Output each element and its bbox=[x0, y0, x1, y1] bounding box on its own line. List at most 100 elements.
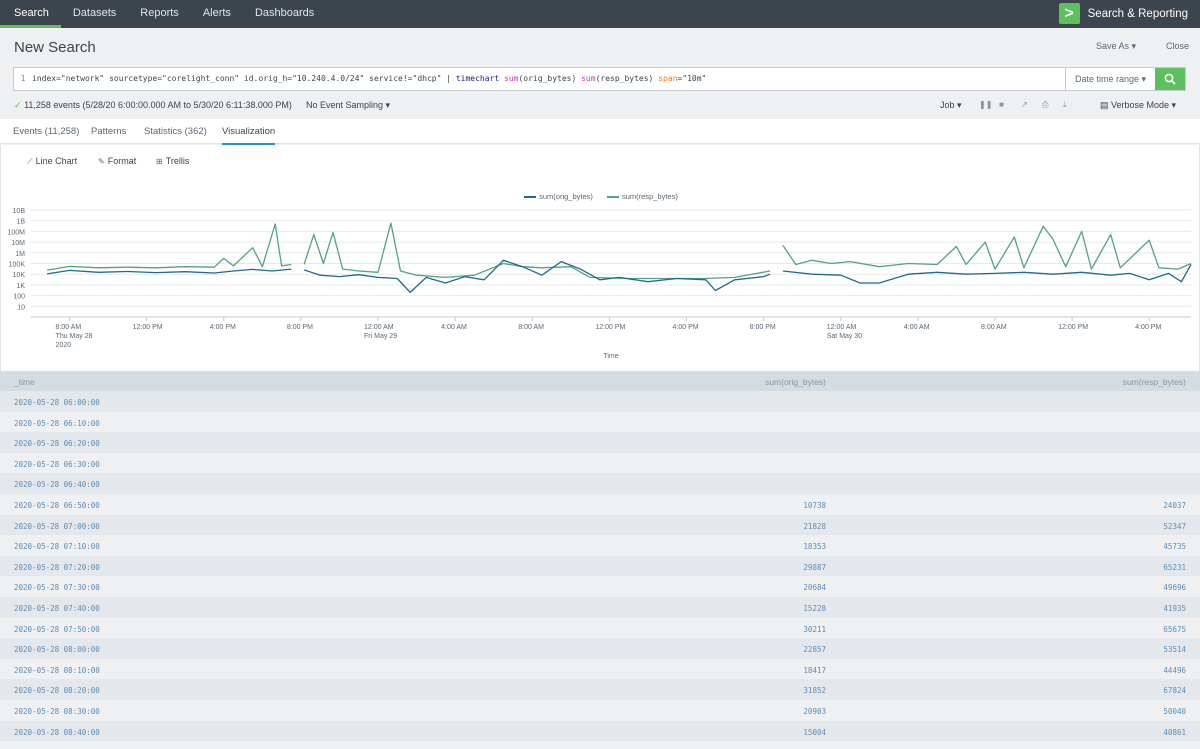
table-row[interactable]: 2020-05-28 07:30:00 20684 49696 bbox=[0, 576, 1200, 597]
table-row[interactable]: 2020-05-28 07:00:00 21828 52347 bbox=[0, 514, 1200, 536]
nav-search[interactable]: Search bbox=[0, 0, 61, 28]
print-icon[interactable]: ⎙ bbox=[1042, 100, 1049, 109]
table-row[interactable]: 2020-05-28 06:40:00 bbox=[0, 473, 1200, 494]
table-row[interactable]: 2020-05-28 06:50:00 10738 24037 bbox=[0, 493, 1200, 515]
search-query-input[interactable]: index="network" sourcetype="corelight_co… bbox=[32, 68, 1065, 90]
y-tick-label: 100M bbox=[7, 229, 25, 236]
query-base: index="network" sourcetype="corelight_co… bbox=[32, 74, 456, 83]
legend-label: sum(resp_bytes) bbox=[622, 192, 678, 201]
x-tick-label: 8:00 AM bbox=[518, 324, 544, 331]
timechart[interactable]: 10B 1B 100M 10M 1M 100K 10K 1K 100 10 8:00 AM Thu M… bbox=[1, 205, 1199, 371]
stop-icon[interactable]: ■ bbox=[999, 100, 1004, 109]
nav-reports[interactable]: Reports bbox=[140, 6, 179, 19]
y-tick-label: 10M bbox=[11, 240, 25, 247]
line-chart-button[interactable]: ⟋ Line Chart bbox=[27, 156, 77, 167]
cell-time: 2020-05-28 08:20:00 bbox=[14, 686, 100, 696]
cell-time: 2020-05-28 06:00:00 bbox=[14, 398, 100, 407]
x-tick-label: 8:00 PM bbox=[287, 324, 313, 331]
cell-resp-bytes: 40861 bbox=[1163, 727, 1186, 737]
cell-resp-bytes: 65675 bbox=[1163, 624, 1186, 634]
y-tick-label: 10 bbox=[17, 304, 25, 311]
close-button[interactable]: Close bbox=[1165, 41, 1189, 51]
legend-item-orig[interactable]: sum(orig_bytes) bbox=[524, 192, 593, 201]
x-tick-date-label: Thu May 28 bbox=[56, 333, 93, 340]
trellis-button[interactable]: ⊞ Trellis bbox=[156, 156, 189, 166]
table-row[interactable]: 2020-05-28 08:20:00 31852 67824 bbox=[0, 679, 1200, 700]
app-brand[interactable]: > Search & Reporting bbox=[1058, 3, 1188, 24]
x-tick-label: 12:00 AM bbox=[827, 324, 857, 331]
tab-visualization[interactable]: Visualization bbox=[222, 126, 276, 145]
nav-dashboards[interactable]: Dashboards bbox=[254, 6, 315, 19]
cell-time: 2020-05-28 08:30:00 bbox=[14, 706, 100, 716]
cell-time: 2020-05-28 06:20:00 bbox=[14, 439, 100, 449]
line-chart-icon: ⟋ bbox=[27, 157, 33, 166]
table-row[interactable]: 2020-05-28 07:40:00 15228 41935 bbox=[0, 596, 1200, 618]
table-row[interactable]: 2020-05-28 06:20:00 bbox=[0, 432, 1200, 453]
query-arg: ="10m" bbox=[677, 74, 707, 83]
search-button[interactable] bbox=[1155, 68, 1185, 90]
event-count: 11,258 events (5/28/20 6:00:00.000 AM to… bbox=[24, 100, 292, 110]
tab-events[interactable]: Events (11,258) bbox=[13, 126, 80, 137]
save-as-button[interactable]: Save As ▾ bbox=[1095, 41, 1136, 51]
legend-label: sum(orig_bytes) bbox=[539, 192, 593, 201]
table-row[interactable]: 2020-05-28 07:50:00 30211 65675 bbox=[0, 617, 1200, 639]
x-tick-label: 4:00 PM bbox=[210, 324, 236, 331]
cell-orig-bytes: 18417 bbox=[803, 665, 826, 675]
check-icon: ✓ bbox=[14, 100, 22, 110]
grid-icon: ⊞ bbox=[156, 157, 163, 166]
column-header-time[interactable]: _time bbox=[14, 377, 35, 387]
y-tick-label: 10K bbox=[13, 272, 26, 279]
cell-time: 2020-05-28 08:10:00 bbox=[14, 665, 100, 675]
event-sampling-dropdown[interactable]: No Event Sampling ▾ bbox=[306, 100, 391, 110]
table-row[interactable]: 2020-05-28 08:00:00 22857 53514 bbox=[0, 638, 1200, 659]
search-mode-dropdown[interactable]: ▤ Verbose Mode ▾ bbox=[1100, 100, 1177, 110]
table-row[interactable]: 2020-05-28 07:20:00 29887 65231 bbox=[0, 555, 1200, 577]
nav-alerts[interactable]: Alerts bbox=[202, 6, 231, 19]
cell-time: 2020-05-28 07:50:00 bbox=[14, 624, 100, 634]
share-icon[interactable]: ↗ bbox=[1021, 100, 1028, 109]
x-axis-label: Time bbox=[603, 353, 618, 360]
nav-datasets[interactable]: Datasets bbox=[72, 6, 117, 19]
query-arg: (resp_bytes) bbox=[595, 74, 659, 83]
cell-time: 2020-05-28 07:20:00 bbox=[14, 562, 100, 572]
cell-resp-bytes: 67824 bbox=[1163, 686, 1186, 696]
pause-icon[interactable]: ❚❚ bbox=[979, 100, 993, 109]
column-header-resp-bytes[interactable]: sum(resp_bytes) bbox=[1122, 377, 1186, 387]
legend-item-resp[interactable]: sum(resp_bytes) bbox=[607, 192, 678, 201]
cell-resp-bytes: 50040 bbox=[1163, 706, 1186, 716]
tab-statistics[interactable]: Statistics (362) bbox=[144, 126, 207, 137]
search-header: New Search Save As ▾ Close 1 index="netw… bbox=[0, 28, 1200, 119]
query-command: timechart bbox=[455, 74, 500, 83]
table-row[interactable]: 2020-05-28 08:40:00 15004 40861 bbox=[0, 720, 1200, 742]
table-row[interactable]: 2020-05-28 08:10:00 18417 44496 bbox=[0, 658, 1200, 680]
cell-time: 2020-05-28 08:40:00 bbox=[14, 727, 100, 737]
cell-resp-bytes: 45735 bbox=[1163, 542, 1186, 552]
table-row[interactable]: 2020-05-28 06:10:00 bbox=[0, 411, 1200, 433]
column-header-orig-bytes[interactable]: sum(orig_bytes) bbox=[765, 377, 826, 387]
cell-orig-bytes: 30211 bbox=[803, 624, 826, 634]
search-icon bbox=[1164, 73, 1176, 85]
table-row[interactable]: 2020-05-28 06:30:00 bbox=[0, 452, 1200, 474]
export-icon[interactable]: ⤓ bbox=[1063, 100, 1067, 109]
table-row[interactable]: 2020-05-28 08:30:00 20903 50040 bbox=[0, 699, 1200, 721]
table-body: 2020-05-28 06:00:00 2020-05-28 06:10:00 20… bbox=[0, 391, 1200, 742]
table-row[interactable]: 2020-05-28 07:10:00 18353 45735 bbox=[0, 535, 1200, 556]
cell-orig-bytes: 21828 bbox=[803, 521, 826, 531]
y-tick-label: 100K bbox=[9, 262, 26, 269]
format-button[interactable]: ✎ Format bbox=[98, 156, 136, 166]
series-line-orig bbox=[303, 259, 771, 294]
legend-swatch bbox=[607, 196, 619, 199]
cell-orig-bytes: 18353 bbox=[803, 542, 826, 552]
x-tick-label: 4:00 PM bbox=[1135, 324, 1161, 331]
x-tick-label: 12:00 PM bbox=[595, 324, 625, 331]
date-range-picker[interactable]: Date time range ▾ bbox=[1065, 68, 1155, 90]
cell-resp-bytes: 65231 bbox=[1163, 562, 1186, 572]
job-menu[interactable]: Job ▾ bbox=[940, 100, 962, 110]
cell-time: 2020-05-28 06:30:00 bbox=[14, 459, 100, 469]
tab-patterns[interactable]: Patterns bbox=[91, 126, 127, 137]
series-line-orig bbox=[782, 264, 1192, 284]
app-logo-icon: > bbox=[1058, 3, 1080, 24]
query-function: sum bbox=[581, 74, 596, 83]
table-row[interactable]: 2020-05-28 06:00:00 bbox=[0, 391, 1200, 412]
cell-time: 2020-05-28 06:40:00 bbox=[14, 480, 100, 490]
